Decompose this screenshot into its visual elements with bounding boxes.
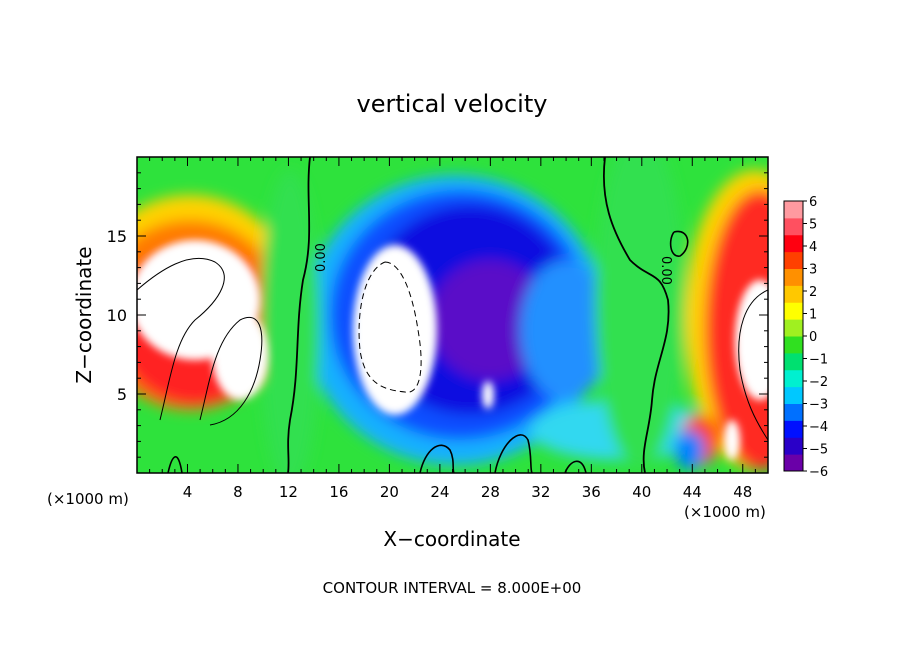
colorbar-tick-label: 1 (809, 308, 817, 323)
colorbar-swatch (784, 386, 803, 404)
zero-contour (494, 434, 533, 473)
colorbar-swatch (784, 336, 803, 354)
x-unit-left: (×1000 m) (47, 490, 129, 508)
colorbar-tick-label: −5 (809, 443, 828, 458)
colorbar-tick-label: 5 (809, 218, 817, 233)
chart-title: vertical velocity (357, 90, 548, 118)
x-tick-label: 36 (582, 483, 601, 501)
x-unit-right: (×1000 m) (684, 503, 766, 521)
x-tick-label: 48 (733, 483, 752, 501)
colorbar-tick-label: 6 (809, 195, 817, 210)
x-axis: 4 8 12 16 20 24 28 32 36 40 44 48 (136, 157, 769, 501)
zero-contour (287, 157, 311, 473)
positive-contour (137, 257, 225, 421)
colorbar-tick-label: 0 (809, 330, 817, 345)
colorbar-swatch (784, 403, 803, 421)
x-tick-label: 44 (683, 483, 702, 501)
colorbar-swatch (784, 285, 803, 303)
positive-contour (738, 289, 768, 441)
colorbar-swatch (784, 268, 803, 286)
y-tick-label: 15 (107, 227, 127, 246)
zero-contour (669, 230, 689, 257)
heatmap-field (137, 157, 768, 473)
colorbar-ticks: 6 5 4 3 2 1 0 −1 −2 −3 −4 −5 −6 (803, 195, 828, 480)
x-tick-label: 4 (183, 483, 193, 501)
colorbar-swatch (784, 302, 803, 320)
colorbar-swatch (784, 352, 803, 371)
colorbar-swatch (784, 369, 803, 388)
colorbar-swatch (784, 319, 803, 337)
positive-contour (199, 317, 263, 426)
x-tick-label: 12 (279, 483, 298, 501)
y-tick-label: 5 (117, 385, 127, 404)
x-tick-label: 16 (329, 483, 348, 501)
colorbar-tick-label: −1 (809, 353, 828, 368)
colorbar-tick-label: 3 (809, 263, 817, 278)
colorbar-tick-label: −3 (809, 398, 828, 413)
colorbar-tick-label: 4 (809, 240, 817, 255)
colorbar-swatch (784, 201, 803, 219)
contour-label: 0.00 (314, 243, 329, 272)
colorbar-tick-label: −6 (809, 465, 828, 480)
y-axis-label: Z−coordinate (72, 246, 96, 383)
x-axis-label: X−coordinate (383, 527, 520, 551)
colorbar-swatch (784, 217, 803, 236)
x-tick-label: 24 (430, 483, 449, 501)
zero-contour (419, 444, 455, 473)
x-tick-label: 20 (380, 483, 399, 501)
x-tick-label: 32 (531, 483, 550, 501)
colorbar-swatch (784, 251, 803, 269)
colorbar-swatch (784, 437, 803, 455)
negative-contour (358, 261, 422, 393)
zero-contour (167, 456, 183, 473)
colorbar-tick-label: 2 (809, 285, 817, 300)
colorbar-swatch (784, 234, 803, 253)
zero-contour (602, 157, 670, 473)
colorbar-swatch (784, 420, 803, 438)
colorbar-swatch (784, 454, 803, 472)
contour-interval-footer: CONTOUR INTERVAL = 8.000E+00 (323, 579, 582, 597)
colorbar-tick-label: −4 (809, 420, 828, 435)
colorbar-tick-label: −2 (809, 375, 828, 390)
x-tick-label: 8 (233, 483, 243, 501)
colorbar (783, 200, 804, 472)
y-axis: 5 10 15 (107, 156, 768, 474)
contour-label: 0.00 (658, 256, 673, 285)
y-tick-label: 10 (107, 306, 127, 325)
x-tick-label: 28 (481, 483, 500, 501)
x-tick-label: 40 (632, 483, 651, 501)
